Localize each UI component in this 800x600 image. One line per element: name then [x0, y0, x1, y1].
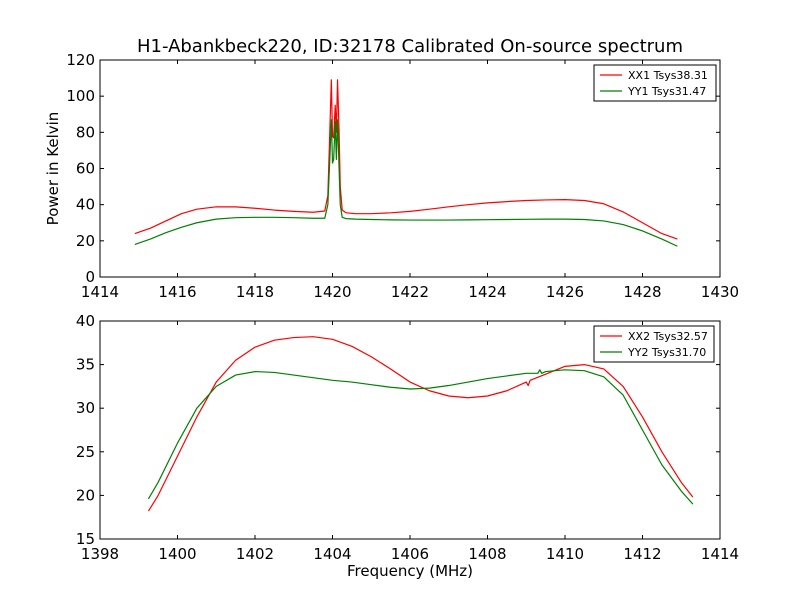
chart-2: 1398 1400 1402 1404 1406 1408 1410 1412 1414 15 20…	[76, 312, 739, 580]
legend-label: XX1 Tsys38.31	[628, 69, 708, 82]
x-tick-label: 1418	[236, 283, 274, 301]
x-tick-label: 1402	[236, 545, 274, 563]
series-line-1-1	[134, 79, 678, 240]
x-tick-label: 1430	[701, 283, 739, 301]
x-tick-label: 1414	[81, 283, 119, 301]
chart-1: 1414 1416 1418 1420 1422 1424 1426 1428 1430 0 20 4…	[44, 36, 739, 301]
x-axis-label: Frequency (MHz)	[347, 562, 473, 580]
x-tick-label: 1428	[623, 283, 661, 301]
x-tick-label: 1426	[546, 283, 584, 301]
y-tick-label: 20	[76, 232, 95, 250]
y-axis-label: Power in Kelvin	[44, 112, 62, 226]
x-tick-label: 1422	[391, 283, 429, 301]
series-line-2-2	[147, 369, 694, 505]
y-tick-label: 100	[66, 87, 95, 105]
y-tick-label: 0	[85, 268, 95, 286]
y-tick-label: 30	[76, 399, 95, 417]
y-tick-label: 120	[66, 51, 95, 69]
series-line-1-2	[134, 119, 678, 247]
legend-box	[593, 64, 717, 102]
x-tick-label: 1410	[546, 545, 584, 563]
x-tick-label: 1424	[468, 283, 506, 301]
x-tick-label: 1398	[81, 545, 119, 563]
y-tick-label: 80	[76, 123, 95, 141]
legend-2: XX2 Tsys32.57 YY2 Tsys31.70	[593, 325, 715, 363]
y-tick-label: 25	[76, 443, 95, 461]
x-tick-label: 1406	[391, 545, 429, 563]
legend-box	[593, 325, 715, 363]
x-tick-label: 1414	[701, 545, 739, 563]
y-tick-label: 40	[76, 196, 95, 214]
y-tick-label: 60	[76, 160, 95, 178]
x-tick-label: 1408	[468, 545, 506, 563]
series-line-2-1	[147, 336, 694, 512]
x-tick-label: 1400	[158, 545, 196, 563]
x-tick-label: 1412	[623, 545, 661, 563]
legend-1: XX1 Tsys38.31 YY1 Tsys31.47	[593, 64, 717, 102]
y-tick-label: 15	[76, 530, 95, 548]
y-tick-label: 40	[76, 312, 95, 330]
legend-label: YY2 Tsys31.70	[627, 346, 706, 359]
y-tick-label: 35	[76, 356, 95, 374]
y-tick-label: 20	[76, 486, 95, 504]
x-tick-label: 1416	[158, 283, 196, 301]
chart-title: H1-Abankbeck220, ID:32178 Calibrated On-…	[137, 36, 683, 57]
x-tick-label: 1420	[313, 283, 351, 301]
legend-label: YY1 Tsys31.47	[627, 85, 706, 98]
legend-label: XX2 Tsys32.57	[628, 330, 708, 343]
x-tick-label: 1404	[313, 545, 351, 563]
